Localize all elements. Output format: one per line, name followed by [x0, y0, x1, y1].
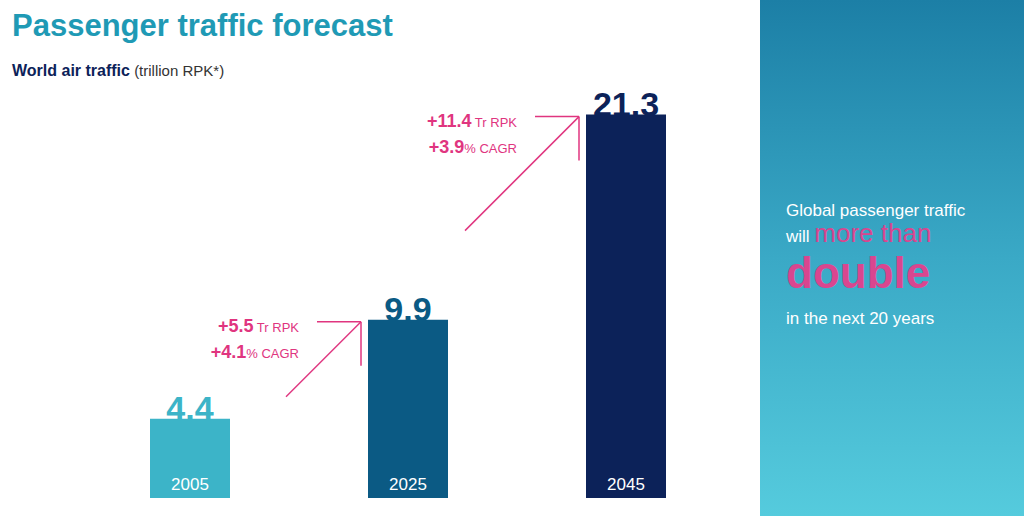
html-text:World air traffic (trillion RP: World air traffic (trillion RPK*) [12, 62, 225, 79]
svg-text:+4.1% CAGR: +4.1% CAGR [211, 342, 299, 362]
svg-text:21.3: 21.3 [593, 85, 659, 123]
svg-text:+3.9% CAGR: +3.9% CAGR [429, 137, 517, 157]
html-text:will more than: will more than [786, 218, 932, 248]
svg-text:9.9: 9.9 [384, 290, 431, 328]
svg-text:+11.4 Tr RPK: +11.4 Tr RPK [427, 111, 517, 131]
svg-text:2005: 2005 [171, 475, 209, 494]
html-text:double: double [786, 248, 931, 297]
svg-text:2025: 2025 [389, 475, 427, 494]
html-text:Global passenger traffic: Global passenger traffic [786, 201, 966, 220]
svg-text:+5.5 Tr RPK: +5.5 Tr RPK [218, 316, 299, 336]
html-text:Passenger traffic forecast: Passenger traffic forecast [12, 8, 393, 43]
svg-text:4.4: 4.4 [166, 389, 213, 427]
html-text:in the next 20 years: in the next 20 years [786, 309, 935, 328]
svg-text:2045: 2045 [607, 475, 645, 494]
